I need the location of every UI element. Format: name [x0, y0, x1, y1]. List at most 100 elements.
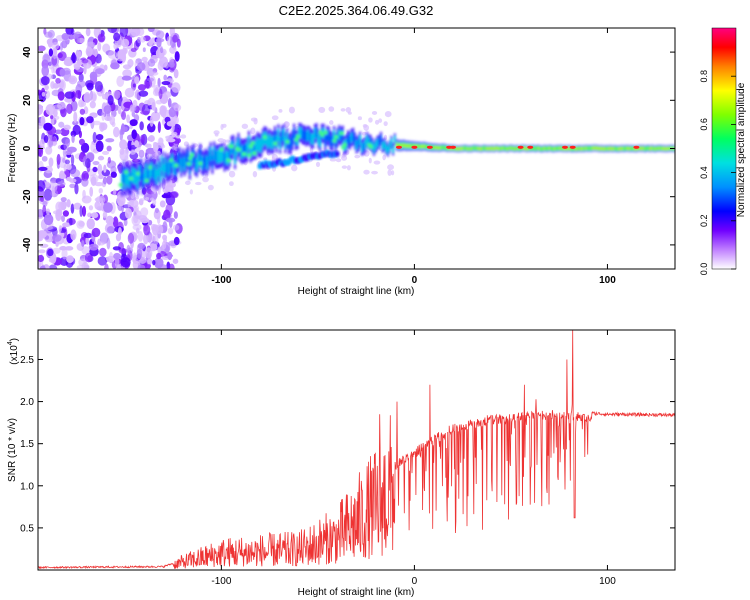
- ridge-peak-spot: [527, 145, 534, 149]
- spectrogram-noise-blob: [134, 195, 140, 200]
- ridge-core: [617, 146, 621, 151]
- ridge-mid: [327, 131, 330, 142]
- spectrogram-noise-blob: [119, 28, 129, 37]
- ridge-mid: [364, 140, 367, 149]
- chart-title: C2E2.2025.364.06.49.G32: [279, 3, 434, 18]
- ridge-core: [480, 147, 483, 151]
- spectrogram-noise-blob: [38, 254, 45, 263]
- ridge-mid: [378, 137, 381, 146]
- ridge-hot-spot: [368, 144, 374, 149]
- spectrogram-noise-blob: [142, 47, 146, 53]
- spectrogram-noise-blob: [61, 215, 65, 222]
- ridge-core: [610, 146, 614, 151]
- spectrogram-noise-blob: [38, 249, 46, 254]
- y-scale-label: (x10: [9, 345, 20, 365]
- spectrogram-noise-blob: [97, 256, 108, 266]
- ridge-core: [466, 147, 469, 151]
- ridge-core: [607, 146, 610, 151]
- spectrogram-noise-blob: [139, 36, 146, 43]
- spectrogram-noise-blob: [83, 92, 91, 104]
- ridge-mid: [324, 135, 327, 147]
- spectrogram-faint-blob: [189, 189, 194, 195]
- bottom-y-axis-label: SNR (10 * v/v): [7, 418, 18, 482]
- spectrogram-noise-blob: [70, 203, 75, 214]
- ridge-core: [602, 146, 605, 151]
- spectrogram-noise-blob: [138, 90, 149, 97]
- spectrogram-noise-blob: [48, 157, 54, 168]
- spectrogram-noise-blob: [74, 182, 79, 195]
- ridge-mid: [129, 172, 132, 189]
- spectrogram-noise-blob: [74, 31, 82, 37]
- spectrogram-noise-blob: [38, 122, 44, 129]
- spectrogram-faint-blob: [180, 134, 187, 139]
- ridge-peak-spot: [411, 145, 418, 149]
- ridge-mid: [154, 164, 157, 180]
- spectrogram-noise-blob: [52, 109, 58, 117]
- ridge-mid: [131, 167, 134, 183]
- spectrogram-faint-blob: [175, 135, 182, 139]
- ridge-mid: [225, 150, 228, 164]
- ridge-core: [657, 146, 661, 151]
- ridge-mid: [199, 149, 202, 163]
- spectrogram-noise-blob: [86, 116, 94, 124]
- ridge-mid: [298, 127, 301, 138]
- spectrogram-noise-blob: [109, 115, 116, 126]
- spectrogram-noise-blob: [122, 69, 132, 78]
- ridge-mid: [134, 169, 138, 185]
- spectrogram-faint-blob: [278, 108, 283, 113]
- ridge-mid: [136, 173, 139, 189]
- bottom-x-tick-label: 0: [412, 576, 418, 587]
- spectrogram-noise-blob: [98, 187, 104, 194]
- ridge-core: [461, 146, 464, 151]
- spectrogram-noise-blob: [165, 217, 176, 223]
- spectrogram-noise-blob: [66, 255, 74, 263]
- ridge-hot-spot: [128, 176, 134, 181]
- ridge-core: [579, 146, 582, 151]
- ridge-mid: [388, 143, 391, 151]
- spectrogram-noise-blob: [95, 140, 104, 152]
- spectrogram-noise-blob: [159, 200, 166, 208]
- ridge-mid: [287, 138, 290, 150]
- ridge-mid: [126, 168, 129, 185]
- spectrogram-noise-blob: [172, 34, 178, 43]
- ridge-core: [654, 146, 657, 151]
- ridge-mid: [273, 131, 277, 144]
- spectrogram-faint-blob: [315, 161, 321, 167]
- ridge-core: [626, 146, 629, 151]
- ridge-hot-spot: [135, 171, 141, 176]
- bottom-y-tick-label: 1.0: [20, 481, 34, 492]
- spectrogram-noise-blob: [158, 88, 163, 100]
- ridge-hot-spot: [189, 152, 195, 157]
- ridge-mid: [353, 136, 356, 146]
- ridge-lower-branch: [334, 150, 340, 157]
- spectrogram-noise-blob: [171, 82, 181, 93]
- spectrogram-noise-blob: [42, 205, 47, 216]
- spectrogram-faint-blob: [368, 157, 372, 164]
- ridge-core: [562, 146, 565, 151]
- ridge-mid: [206, 156, 209, 170]
- spectrogram-noise-blob: [85, 46, 93, 57]
- spectrogram-noise-blob: [43, 122, 53, 131]
- ridge-core: [435, 145, 438, 150]
- ridge-core: [645, 146, 648, 151]
- ridge-mid: [310, 133, 313, 144]
- ridge-hot-spot: [144, 178, 150, 183]
- spectrogram-noise-blob: [166, 138, 176, 143]
- spectrogram-noise-blob: [155, 99, 163, 105]
- ridge-mid: [164, 158, 167, 173]
- ridge-mid: [152, 166, 155, 182]
- ridge-core: [548, 146, 551, 151]
- spectrogram-noise-blob: [97, 163, 103, 176]
- spectrogram-faint-blob: [383, 121, 388, 127]
- ridge-hot-spot: [320, 132, 326, 137]
- ridge-mid: [374, 141, 377, 150]
- ridge-core: [503, 146, 506, 151]
- ridge-mid: [315, 127, 318, 139]
- spectrogram-faint-blob: [127, 201, 133, 205]
- spectrogram-noise-blob: [126, 114, 131, 124]
- spectrogram-noise-blob: [121, 47, 127, 57]
- spectrogram-noise-blob: [117, 226, 122, 236]
- spectrogram-noise-blob: [90, 142, 96, 153]
- ridge-hot-spot: [174, 163, 180, 168]
- spectrogram-noise-blob: [57, 52, 63, 59]
